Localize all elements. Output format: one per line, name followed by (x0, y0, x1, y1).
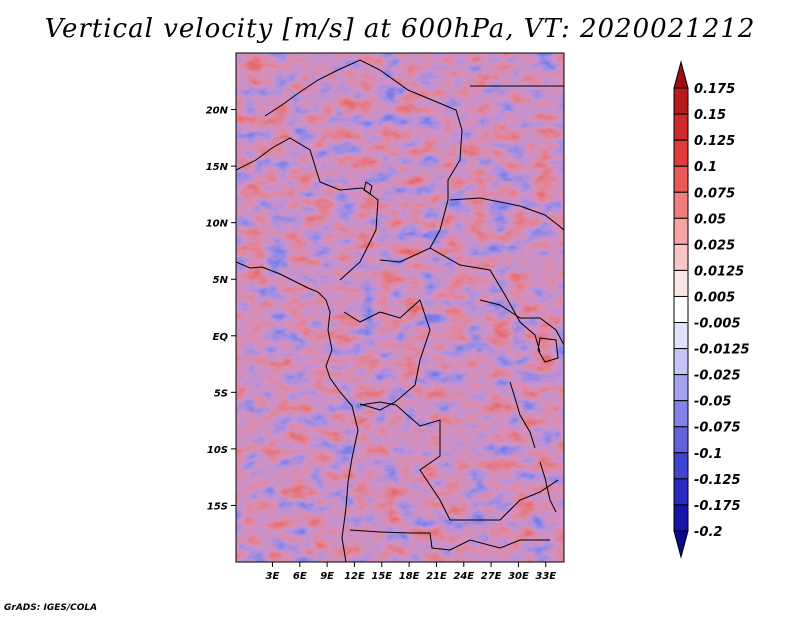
lake-victoria (537, 337, 559, 363)
chart-title: Vertical velocity [m/s] at 600hPa, VT: 2… (44, 14, 756, 44)
colorbar-label: -0.125 (694, 473, 741, 488)
x-tick-label: 27E (481, 571, 502, 582)
colorbar-label: 0.175 (694, 82, 735, 97)
colorbar-swatch (673, 374, 689, 402)
y-tick-label: 5N (213, 275, 229, 286)
colorbar-label: 0.1 (694, 160, 717, 175)
colorbar-label: 0.005 (694, 290, 735, 305)
x-tick-label: 21E (426, 571, 447, 582)
colorbar-label: 0.025 (694, 238, 735, 253)
x-tick-label: 18E (399, 571, 420, 582)
colorbar-label: -0.075 (694, 421, 741, 436)
colorbar-swatch (673, 322, 689, 350)
colorbar-label: 0.075 (694, 186, 735, 201)
velocity-field (236, 53, 564, 562)
x-tick-label: 30E (508, 571, 529, 582)
colorbar: 0.175 0.15 0.125 0.1 0.075 0.05 0.025 0.0125 0.0… (673, 60, 750, 559)
colorbar-label: -0.025 (694, 369, 741, 384)
border-sahara-2 (236, 137, 379, 281)
colorbar-swatch (673, 139, 689, 167)
colorbar-swatch (673, 217, 689, 245)
colorbar-swatch (673, 426, 689, 454)
lake-chad (363, 181, 373, 195)
y-tick-label: 5S (214, 388, 228, 399)
colorbar-swatch (673, 243, 689, 271)
lake-tanganyika (509, 381, 536, 449)
y-tick-label: 15S (207, 501, 228, 512)
colorbar-label: -0.0125 (694, 343, 750, 358)
x-tick-label: 9E (320, 571, 334, 582)
boundary-lines (236, 59, 564, 562)
longitude-axis: 3E 6E 9E 12E 15E 18E 21E 24E 27E 30E 33E (266, 562, 556, 582)
border-central-2 (343, 299, 431, 411)
colorbar-swatch (673, 295, 689, 324)
colorbar-label: -0.2 (694, 525, 722, 540)
colorbar-swatch (673, 60, 689, 89)
x-tick-label: 6E (293, 571, 307, 582)
colorbar-swatch (673, 269, 689, 297)
x-tick-label: 24E (453, 571, 474, 582)
colorbar-swatch (673, 530, 689, 559)
y-tick-label: 15N (206, 162, 229, 173)
border-east-2 (449, 197, 564, 231)
colorbar-swatch (673, 400, 689, 428)
colorbar-label: 0.15 (694, 108, 726, 123)
y-tick-label: 10S (207, 445, 228, 456)
border-south-1 (359, 401, 559, 521)
y-tick-label: 10N (206, 219, 229, 230)
colorbar-swatch (673, 191, 689, 219)
border-south-2 (349, 529, 550, 551)
border-sahara-1 (264, 59, 463, 249)
colorbar-label: 0.125 (694, 134, 735, 149)
colorbar-label: -0.1 (694, 447, 722, 462)
latitude-axis: 20N 15N 10N 5N EQ 5S 10S 15S (206, 106, 236, 512)
x-tick-label: 15E (371, 571, 392, 582)
colorbar-label: 0.05 (694, 212, 726, 227)
colorbar-label: -0.005 (694, 317, 741, 332)
y-tick-label: EQ (213, 332, 229, 343)
colorbar-swatch (673, 452, 689, 480)
colorbar-swatch (673, 165, 689, 193)
colorbar-label: -0.05 (694, 395, 731, 410)
colorbar-label: -0.175 (694, 499, 741, 514)
colorbar-label: 0.0125 (694, 264, 744, 279)
lake-malawi (539, 461, 557, 513)
colorbar-swatch (673, 504, 689, 532)
colorbar-swatch (673, 87, 689, 115)
colorbar-swatch (673, 113, 689, 141)
border-central-1 (379, 247, 541, 353)
x-tick-label: 3E (266, 571, 280, 582)
colorbar-swatch (673, 478, 689, 506)
border-east-3 (479, 299, 564, 346)
grads-credit: GrADS: IGES/COLA (4, 603, 98, 613)
y-tick-label: 20N (206, 106, 229, 117)
x-tick-label: 33E (535, 571, 556, 582)
map-frame (235, 52, 565, 563)
coastline-west-africa (236, 261, 359, 562)
x-tick-label: 12E (344, 571, 365, 582)
colorbar-swatch (673, 348, 689, 376)
